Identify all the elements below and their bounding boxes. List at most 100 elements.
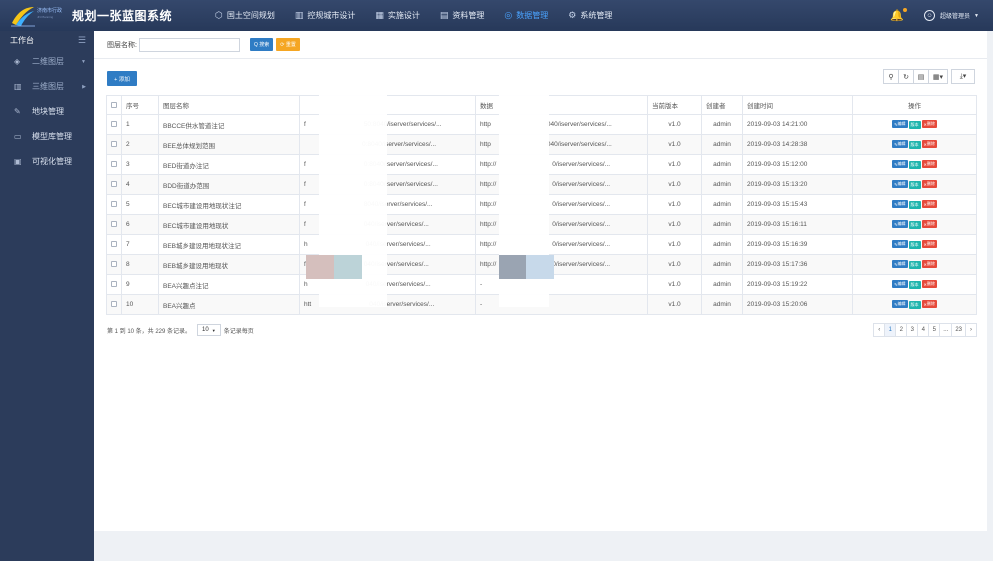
edit-button[interactable]: ✎ 编辑 xyxy=(892,160,908,169)
edit-button[interactable]: ✎ 编辑 xyxy=(892,140,908,149)
nav-item-system-management[interactable]: ⚙ 系统管理 xyxy=(558,0,622,31)
row-checkbox[interactable] xyxy=(111,121,117,128)
cell-creator: admin xyxy=(701,194,743,215)
delete-button[interactable]: ✕ 删除 xyxy=(921,200,937,209)
row-checkbox-cell[interactable] xyxy=(106,194,122,215)
row-checkbox[interactable] xyxy=(111,241,117,248)
nav-item-data-management[interactable]: ◎ 数据管理 xyxy=(494,0,558,31)
delete-button[interactable]: ✕ 删除 xyxy=(921,300,937,309)
delete-button[interactable]: ✕ 删除 xyxy=(921,240,937,249)
monitor-icon: ▭ xyxy=(14,132,22,141)
select-all-checkbox[interactable] xyxy=(111,101,117,108)
export-dropdown-icon[interactable]: ⤓▾ xyxy=(951,69,975,84)
refresh-icon[interactable]: ↻ xyxy=(898,69,914,84)
edit-button[interactable]: ✎ 编辑 xyxy=(892,240,908,249)
version-button[interactable]: 版本 xyxy=(908,220,921,229)
version-button[interactable]: 版本 xyxy=(908,280,921,289)
nav-item-document-management[interactable]: ▤ 资料管理 xyxy=(430,0,495,31)
sidebar-item-3d-layers[interactable]: ▥ 三维图层 ▶ xyxy=(0,74,94,99)
page-button[interactable]: 23 xyxy=(951,323,966,337)
nav-item-implementation[interactable]: ▦ 实施设计 xyxy=(365,0,430,31)
columns-dropdown-icon[interactable]: ▦▾ xyxy=(928,69,948,84)
sidebar-item-model-library[interactable]: ▭ 模型库管理 xyxy=(0,124,94,149)
col-header-layer-name[interactable]: 图层名称 xyxy=(158,95,300,115)
nav-item-regulatory-design[interactable]: ▥ 控规城市设计 xyxy=(285,0,366,31)
user-menu[interactable]: ☺ 超级管理员 ▼ xyxy=(924,10,979,21)
cell-layer-name: BEC城市建设用地现状 xyxy=(158,214,300,235)
row-checkbox[interactable] xyxy=(111,161,117,168)
data-url-start: http xyxy=(480,121,491,128)
version-button[interactable]: 版本 xyxy=(908,180,921,189)
sidebar-item-parcel-management[interactable]: ✎ 地块管理 xyxy=(0,99,94,124)
row-checkbox[interactable] xyxy=(111,201,117,208)
toggle-view-icon[interactable]: ▤ xyxy=(913,69,929,84)
select-all-checkbox-cell[interactable] xyxy=(106,95,122,115)
delete-button[interactable]: ✕ 删除 xyxy=(921,260,937,269)
cell-index: 5 xyxy=(121,194,159,215)
notification-bell-icon[interactable]: 🔔 xyxy=(890,8,908,22)
row-checkbox[interactable] xyxy=(111,181,117,188)
col-header-creator[interactable]: 创建者 xyxy=(701,95,743,115)
row-checkbox[interactable] xyxy=(111,221,117,228)
hamburger-menu-icon[interactable]: ☰ xyxy=(77,34,86,45)
edit-button[interactable]: ✎ 编辑 xyxy=(892,180,908,189)
edit-button[interactable]: ✎ 编辑 xyxy=(892,280,908,289)
service-url-start: f xyxy=(304,221,306,228)
delete-button[interactable]: ✕ 删除 xyxy=(921,160,937,169)
version-button[interactable]: 版本 xyxy=(908,120,921,129)
row-checkbox-cell[interactable] xyxy=(106,174,122,195)
edit-button[interactable]: ✎ 编辑 xyxy=(892,220,908,229)
cell-index: 4 xyxy=(121,174,159,195)
version-button[interactable]: 版本 xyxy=(908,240,921,249)
version-button[interactable]: 版本 xyxy=(908,200,921,209)
search-button[interactable]: Q 搜索 xyxy=(249,38,274,51)
row-checkbox[interactable] xyxy=(111,301,117,308)
nav-item-land-planning[interactable]: ⬡ 国土空间规划 xyxy=(205,0,285,31)
delete-button[interactable]: ✕ 删除 xyxy=(921,180,937,189)
row-checkbox-cell[interactable] xyxy=(106,254,122,275)
search-bar: 图层名称: Q 搜索 ⟳ 重置 xyxy=(94,31,987,59)
col-header-index[interactable]: 序号 xyxy=(121,95,159,115)
delete-button[interactable]: ✕ 删除 xyxy=(921,280,937,289)
version-button[interactable]: 版本 xyxy=(908,260,921,269)
row-checkbox[interactable] xyxy=(111,141,117,148)
cell-layer-name: BBCCE供水管道注记 xyxy=(158,114,300,135)
reset-button[interactable]: ⟳ 重置 xyxy=(276,38,300,51)
sidebar-item-2d-layers[interactable]: ◈ 二维图层 ▼ xyxy=(0,49,94,74)
version-button[interactable]: 版本 xyxy=(908,300,921,309)
row-checkbox-cell[interactable] xyxy=(106,134,122,155)
database-icon: ◎ xyxy=(504,10,513,20)
sidebar-item-visualization[interactable]: ▣ 可视化管理 xyxy=(0,149,94,174)
row-checkbox-cell[interactable] xyxy=(106,294,122,315)
row-checkbox[interactable] xyxy=(111,261,117,268)
row-checkbox-cell[interactable] xyxy=(106,214,122,235)
edit-button[interactable]: ✎ 编辑 xyxy=(892,120,908,129)
data-url-start: http:// xyxy=(480,201,497,208)
row-checkbox-cell[interactable] xyxy=(106,274,122,295)
edit-button[interactable]: ✎ 编辑 xyxy=(892,260,908,269)
edit-button[interactable]: ✎ 编辑 xyxy=(892,200,908,209)
row-checkbox-cell[interactable] xyxy=(106,114,122,135)
add-button[interactable]: + 添加 xyxy=(107,71,137,86)
row-checkbox-cell[interactable] xyxy=(106,234,122,255)
next-page-button[interactable]: › xyxy=(965,323,977,337)
data-url-start: http:// xyxy=(480,161,497,168)
row-checkbox[interactable] xyxy=(111,281,117,288)
delete-button[interactable]: ✕ 删除 xyxy=(921,120,937,129)
edit-button[interactable]: ✎ 编辑 xyxy=(892,300,908,309)
col-header-created-time[interactable]: 创建时间 xyxy=(742,95,853,115)
version-button[interactable]: 版本 xyxy=(908,160,921,169)
search-toggle-icon[interactable]: ⚲ xyxy=(883,69,899,84)
delete-button[interactable]: ✕ 删除 xyxy=(921,220,937,229)
layer-name-input[interactable] xyxy=(138,37,240,52)
page-size-select[interactable]: 10 ▼ xyxy=(197,324,221,336)
pen-icon: ✎ xyxy=(14,107,21,116)
edit-icon: ✎ xyxy=(894,301,898,307)
cell-created-time: 2019-09-03 15:16:39 xyxy=(742,234,853,255)
delete-label: 删除 xyxy=(926,201,935,207)
delete-button[interactable]: ✕ 删除 xyxy=(921,140,937,149)
version-button[interactable]: 版本 xyxy=(908,140,921,149)
row-checkbox-cell[interactable] xyxy=(106,154,122,175)
col-header-version[interactable]: 当前版本 xyxy=(647,95,702,115)
page-button[interactable]: 5 xyxy=(928,323,941,337)
